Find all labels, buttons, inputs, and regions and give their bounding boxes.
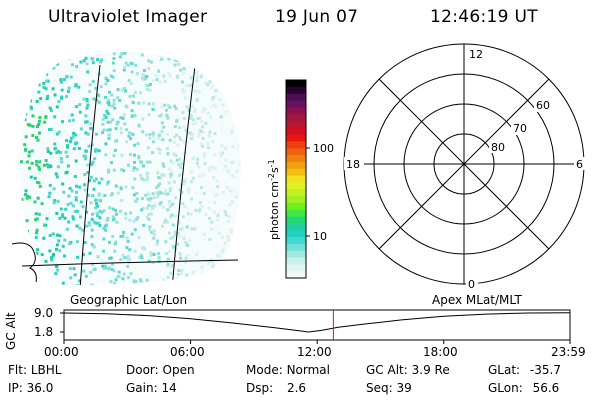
timeline-x-tick-2: 12:00 bbox=[297, 345, 332, 359]
status-glat: GLat: -35.7 bbox=[488, 363, 561, 377]
status-seq: Seq: 39 bbox=[366, 381, 412, 395]
timeline-x-tick-0: 00:00 bbox=[44, 345, 79, 359]
status-ip-value: 36.0 bbox=[26, 381, 54, 395]
mlt-label-0: 0 bbox=[468, 278, 475, 291]
status-seq-value: 39 bbox=[396, 381, 412, 395]
status-gain-value: 14 bbox=[161, 381, 177, 395]
timeline-left-title: Geographic Lat/Lon bbox=[70, 293, 188, 307]
timeline-x-tick-1: 06:00 bbox=[170, 345, 205, 359]
mlt-label-6: 6 bbox=[576, 158, 583, 171]
orbit-altitude-curve bbox=[63, 312, 570, 333]
colorbar-unit-label: photon cm-2s-1 bbox=[267, 159, 281, 240]
uv-image bbox=[11, 51, 241, 286]
colorbar-scale bbox=[286, 80, 306, 279]
mlat-label-70: 70 bbox=[513, 122, 527, 135]
status-glat-value: -35.7 bbox=[529, 363, 561, 377]
status-glon: GLon: 56.6 bbox=[488, 381, 560, 395]
mlat-label-80: 80 bbox=[491, 141, 505, 154]
observation-date: 19 Jun 07 bbox=[275, 7, 359, 27]
orbit-timeline bbox=[60, 309, 571, 344]
status-door-value: Open bbox=[162, 363, 195, 377]
mlat-label-60: 60 bbox=[536, 99, 550, 112]
timeline-right-title: Apex MLat/MLT bbox=[432, 293, 522, 307]
status-mode: Mode: Normal bbox=[246, 363, 330, 377]
timeline-y-axis-label: GC Alt bbox=[4, 312, 18, 350]
status-filter-value: LBHL bbox=[30, 363, 62, 377]
status-gc-alt: GC Alt: 3.9 Re bbox=[366, 363, 450, 377]
mlt-label-18: 18 bbox=[346, 158, 360, 171]
coastline-outline bbox=[11, 242, 37, 283]
observation-time: 12:46:19 UT bbox=[430, 7, 538, 27]
status-dsp-value: 2.6 bbox=[286, 381, 307, 395]
status-gc-alt-value: 3.9 Re bbox=[411, 363, 450, 377]
status-ip: IP: 36.0 bbox=[8, 381, 54, 395]
colorbar-tick-label-10: 10 bbox=[313, 230, 327, 243]
status-dsp: Dsp: 2.6 bbox=[246, 381, 307, 395]
status-mode-value: Normal bbox=[286, 363, 330, 377]
colorbar-tick-label-100: 100 bbox=[313, 142, 334, 155]
polar-plot bbox=[343, 43, 585, 285]
mlt-label-12: 12 bbox=[469, 48, 483, 61]
status-door: Door: Open bbox=[126, 363, 195, 377]
colorbar: 100 10 photon cm-2s-1 bbox=[267, 79, 334, 279]
status-gain: Gain: 14 bbox=[126, 381, 177, 395]
latitude-line bbox=[21, 259, 239, 267]
geographic-grid-lines bbox=[79, 57, 197, 286]
status-glon-value: 56.6 bbox=[532, 381, 560, 395]
timeline-x-tick-4: 23:59 bbox=[551, 345, 586, 359]
timeline-x-tick-3: 18:00 bbox=[423, 345, 458, 359]
timeline-y-tick-top: 9.0 bbox=[34, 306, 54, 320]
instrument-title: Ultraviolet Imager bbox=[48, 7, 208, 27]
status-filter: Flt: LBHL bbox=[8, 363, 62, 377]
timeline-y-tick-bottom: 1.8 bbox=[34, 325, 54, 339]
timeline-frame bbox=[63, 309, 571, 341]
